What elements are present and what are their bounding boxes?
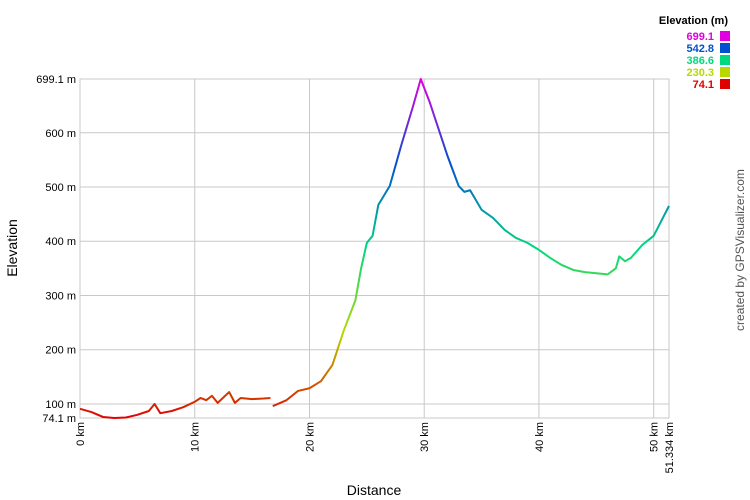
y-tick-label: 699.1 m	[36, 74, 76, 86]
legend-value: 542.8	[686, 43, 714, 55]
x-tick-label: 20 km	[304, 422, 316, 452]
legend-title: Elevation (m)	[659, 15, 728, 27]
y-tick-label: 300 m	[45, 290, 76, 302]
x-axis-title: Distance	[347, 482, 402, 498]
credit: created by GPSVisualizer.com	[733, 169, 747, 331]
elevation-line	[79, 78, 670, 420]
y-tick-label: 400 m	[45, 236, 76, 248]
legend-swatch	[720, 55, 730, 65]
y-tick-label: 200 m	[45, 345, 76, 357]
legend-swatch	[720, 43, 730, 53]
legend-swatch	[720, 79, 730, 89]
legend-value: 230.3	[686, 67, 714, 79]
y-tick-label: 74.1 m	[42, 413, 76, 425]
x-tick-label: 0 km	[75, 422, 87, 446]
x-tick-label: 30 km	[419, 422, 431, 452]
legend-swatch	[720, 67, 730, 77]
legend-swatch	[720, 31, 730, 41]
legend-value: 386.6	[686, 55, 714, 67]
y-tick-label: 600 m	[45, 128, 76, 140]
legend-value: 699.1	[686, 31, 714, 43]
x-tick-label: 40 km	[534, 422, 546, 452]
y-tick-label: 500 m	[45, 182, 76, 194]
legend-value: 74.1	[693, 79, 714, 91]
plot-area	[79, 78, 670, 419]
x-tick-label: 50 km	[649, 422, 661, 452]
x-tick-label: 10 km	[190, 422, 202, 452]
x-tick-label: 51.334 km	[664, 422, 676, 473]
y-axis-title: Elevation	[4, 219, 20, 277]
y-tick-label: 100 m	[45, 399, 76, 411]
